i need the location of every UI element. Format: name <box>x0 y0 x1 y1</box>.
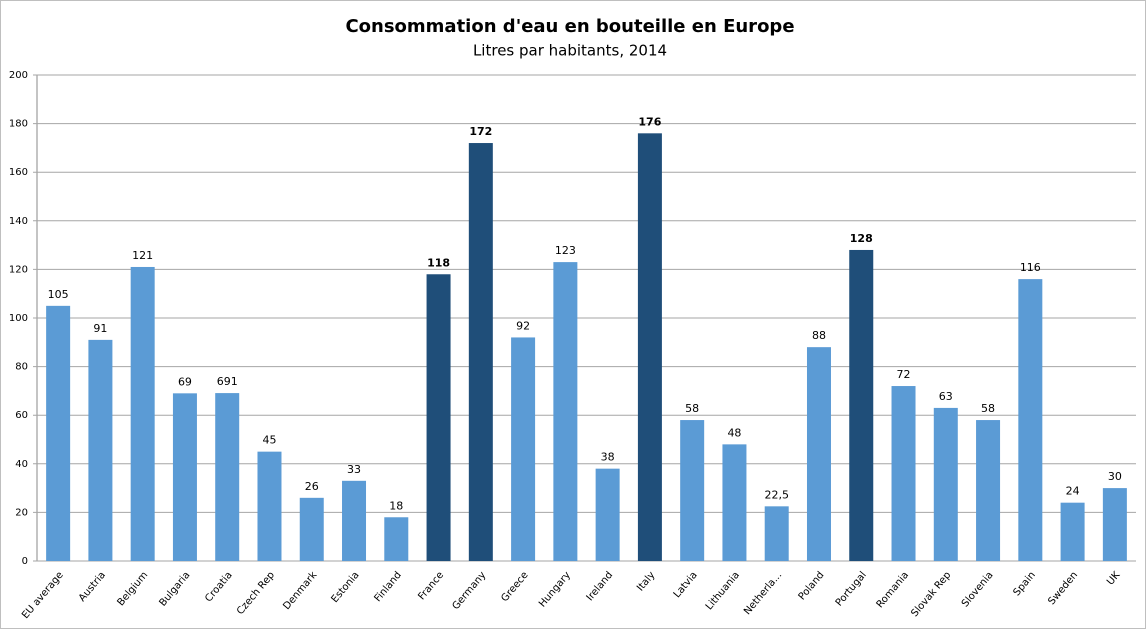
data-label: 123 <box>555 244 576 257</box>
data-label: 48 <box>727 426 741 439</box>
bar <box>468 143 493 562</box>
data-label: 58 <box>685 402 699 415</box>
bar <box>595 468 620 561</box>
bar <box>46 305 71 561</box>
data-label: 18 <box>389 499 403 512</box>
bar <box>172 393 197 561</box>
data-label: 116 <box>1020 261 1041 274</box>
data-label: 691 <box>217 375 238 388</box>
bar <box>933 407 958 561</box>
data-label: 72 <box>897 368 911 381</box>
data-label: 121 <box>132 249 153 262</box>
bar <box>426 274 451 561</box>
bar <box>130 266 155 561</box>
bar <box>680 420 705 561</box>
bar <box>637 133 662 561</box>
bar <box>806 347 831 561</box>
chart-title: Consommation d'eau en bouteille en Europ… <box>345 16 794 37</box>
y-tick-label: 120 <box>9 264 28 275</box>
data-label: 33 <box>347 463 361 476</box>
data-label: 69 <box>178 375 192 388</box>
bar <box>764 506 789 561</box>
bar <box>384 517 409 561</box>
y-tick-label: 140 <box>9 216 28 227</box>
data-label: 30 <box>1108 470 1122 483</box>
bar <box>891 386 916 561</box>
bar <box>1102 488 1127 561</box>
bar <box>342 480 367 561</box>
y-tick-label: 180 <box>9 119 28 130</box>
y-tick-label: 80 <box>15 362 28 373</box>
data-label: 92 <box>516 319 530 332</box>
bar <box>257 451 282 561</box>
data-label: 105 <box>48 288 69 301</box>
data-label: 128 <box>850 232 873 245</box>
bar <box>849 249 874 561</box>
bar <box>299 497 324 561</box>
bar <box>511 337 536 561</box>
data-label: 118 <box>427 256 450 269</box>
bar <box>1018 279 1043 561</box>
data-label: 176 <box>638 115 661 128</box>
bar <box>722 444 747 561</box>
data-label: 63 <box>939 390 953 403</box>
data-label: 91 <box>93 322 107 335</box>
chart-subtitle: Litres par habitants, 2014 <box>473 42 667 60</box>
y-tick-label: 200 <box>9 70 28 81</box>
y-tick-label: 40 <box>15 459 28 470</box>
data-label: 45 <box>262 434 276 447</box>
data-label: 22,5 <box>764 488 789 501</box>
data-label: 38 <box>601 451 615 464</box>
bar <box>1060 502 1085 561</box>
y-tick-label: 160 <box>9 167 28 178</box>
bar <box>215 393 240 561</box>
data-label: 88 <box>812 329 826 342</box>
data-label: 26 <box>305 480 319 493</box>
y-tick-label: 0 <box>22 556 28 567</box>
bar <box>88 339 113 561</box>
y-tick-label: 100 <box>9 313 28 324</box>
data-label: 24 <box>1066 485 1080 498</box>
data-label: 58 <box>981 402 995 415</box>
bar <box>976 420 1001 561</box>
y-tick-label: 60 <box>15 410 28 421</box>
y-tick-label: 20 <box>15 507 28 518</box>
bar <box>553 262 578 561</box>
data-label: 172 <box>469 125 492 138</box>
